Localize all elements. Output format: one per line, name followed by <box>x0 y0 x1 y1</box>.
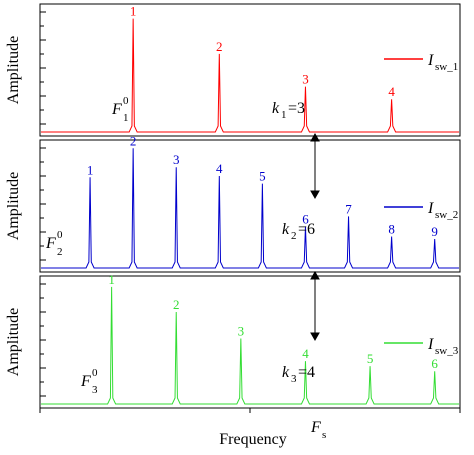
svg-text:1: 1 <box>123 112 129 124</box>
svg-text:3: 3 <box>291 373 297 385</box>
svg-text:sw_3: sw_3 <box>435 345 459 357</box>
spectrum-line <box>41 148 459 269</box>
double-arrow-upper <box>310 132 320 200</box>
spectrum-line <box>41 286 459 405</box>
peak-label: 3 <box>238 323 245 338</box>
k-label: k 1 =3 <box>272 100 305 121</box>
y-ticks <box>40 147 46 261</box>
k-label: k 3 =4 <box>282 364 315 385</box>
svg-text:=6: =6 <box>298 221 315 238</box>
peak-label: 9 <box>431 224 438 239</box>
svg-text:=4: =4 <box>298 364 315 381</box>
double-arrow-lower <box>310 270 320 342</box>
svg-text:3: 3 <box>92 384 98 396</box>
peak-label: 2 <box>216 39 223 54</box>
fundamental-label: F 1 0 <box>111 95 129 124</box>
svg-text:F: F <box>80 373 91 390</box>
svg-text:=3: =3 <box>288 100 305 117</box>
peak-label: 1 <box>87 162 94 177</box>
plot-frame <box>39 139 461 273</box>
spectrum-line <box>41 18 459 133</box>
peak-labels: 1 2 3 4 <box>130 4 395 100</box>
peak-label: 6 <box>431 356 438 371</box>
peak-label: 4 <box>388 84 395 99</box>
svg-text:2: 2 <box>57 246 63 258</box>
legend: I sw_1 <box>384 52 458 73</box>
svg-text:I: I <box>427 336 434 353</box>
panel-isw2: Amplitude 1 2 3 4 5 6 7 8 9 F 2 0 k 2 =6 I sw_2 <box>5 133 461 273</box>
svg-text:k: k <box>272 100 280 117</box>
svg-text:2: 2 <box>291 230 297 242</box>
y-ticks <box>40 11 46 125</box>
fs-label: F s <box>310 419 326 441</box>
svg-text:k: k <box>282 364 290 381</box>
svg-text:0: 0 <box>92 367 98 379</box>
peak-label: 2 <box>173 297 180 312</box>
svg-text:0: 0 <box>57 229 63 241</box>
fundamental-label: F 3 0 <box>80 367 98 396</box>
peak-label: 1 <box>130 4 137 19</box>
peak-labels: 1 2 3 4 5 6 <box>108 272 438 371</box>
x-axis-ticks <box>39 408 461 413</box>
svg-text:0: 0 <box>123 95 129 107</box>
y-ticks <box>40 283 46 397</box>
peak-label: 3 <box>173 152 180 167</box>
svg-text:I: I <box>427 200 434 217</box>
peak-labels: 1 2 3 4 5 6 7 8 9 <box>87 133 438 239</box>
peak-label: 4 <box>216 161 223 176</box>
svg-text:1: 1 <box>281 109 287 121</box>
legend: I sw_2 <box>384 200 458 221</box>
svg-text:sw_1: sw_1 <box>435 61 458 73</box>
svg-text:I: I <box>427 52 434 69</box>
ylabel: Amplitude <box>5 36 22 104</box>
peak-label: 5 <box>367 351 374 366</box>
peak-label: 7 <box>345 201 352 216</box>
svg-text:k: k <box>282 221 290 238</box>
svg-text:F: F <box>310 419 321 436</box>
k-label: k 2 =6 <box>282 221 315 242</box>
peak-label: 5 <box>259 169 266 184</box>
svg-text:F: F <box>45 235 56 252</box>
svg-text:s: s <box>322 429 326 441</box>
peak-label: 3 <box>302 72 309 87</box>
fundamental-label: F 2 0 <box>45 229 63 258</box>
peak-label: 4 <box>302 346 309 361</box>
legend: I sw_3 <box>384 336 459 357</box>
svg-text:F: F <box>111 101 122 118</box>
peak-label: 8 <box>388 222 395 237</box>
peak-label: 6 <box>302 211 309 226</box>
plot-frame <box>39 3 461 137</box>
peak-label: 2 <box>130 133 137 148</box>
plot-frame <box>39 275 461 409</box>
ylabel: Amplitude <box>5 172 22 240</box>
panel-isw1: Amplitude 1 2 3 4 F 1 0 k 1 =3 I sw_1 <box>5 3 461 137</box>
ylabel: Amplitude <box>5 308 22 376</box>
svg-text:sw_2: sw_2 <box>435 209 458 221</box>
x-axis-label: Frequency <box>219 431 287 448</box>
peak-label: 1 <box>108 272 115 287</box>
